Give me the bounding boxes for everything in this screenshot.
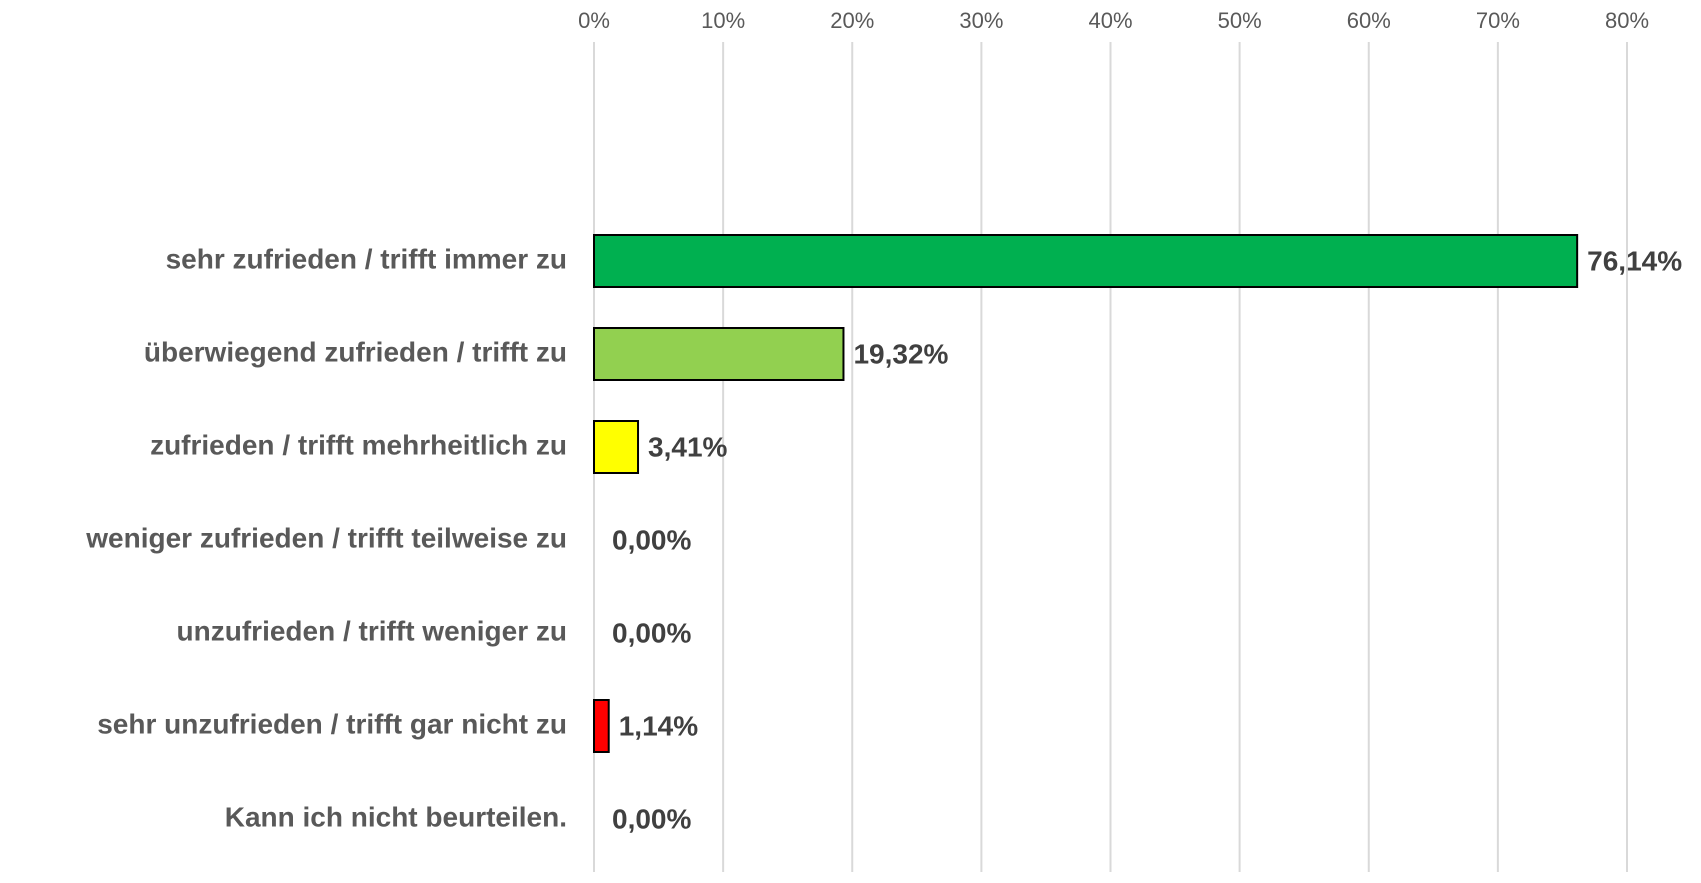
data-label: 3,41%: [648, 431, 727, 462]
data-label: 0,00%: [612, 524, 691, 555]
data-label: 19,32%: [853, 338, 948, 369]
category-label: Kann ich nicht beurteilen.: [225, 801, 567, 832]
data-label: 0,00%: [612, 617, 691, 648]
x-tick-label: 70%: [1476, 8, 1520, 33]
bar: [593, 699, 610, 753]
category-label: sehr zufrieden / trifft immer zu: [166, 243, 567, 274]
x-tick-label: 60%: [1347, 8, 1391, 33]
category-label: überwiegend zufrieden / trifft zu: [144, 336, 567, 367]
data-label: 0,00%: [612, 803, 691, 834]
x-tick-label: 30%: [959, 8, 1003, 33]
data-label: 1,14%: [619, 710, 698, 741]
x-tick-label: 20%: [830, 8, 874, 33]
x-tick-label: 40%: [1088, 8, 1132, 33]
category-label: unzufrieden / trifft weniger zu: [177, 615, 567, 646]
category-label: sehr unzufrieden / trifft gar nicht zu: [97, 708, 567, 739]
x-tick-label: 50%: [1218, 8, 1262, 33]
bar: [593, 234, 1579, 288]
category-label: zufrieden / trifft mehrheitlich zu: [150, 429, 567, 460]
category-label: weniger zufrieden / trifft teilweise zu: [85, 522, 567, 553]
data-label: 76,14%: [1587, 245, 1682, 276]
x-tick-label: 10%: [701, 8, 745, 33]
x-tick-label: 0%: [578, 8, 610, 33]
bar: [593, 327, 845, 381]
x-tick-label: 80%: [1605, 8, 1649, 33]
bar: [593, 420, 640, 474]
